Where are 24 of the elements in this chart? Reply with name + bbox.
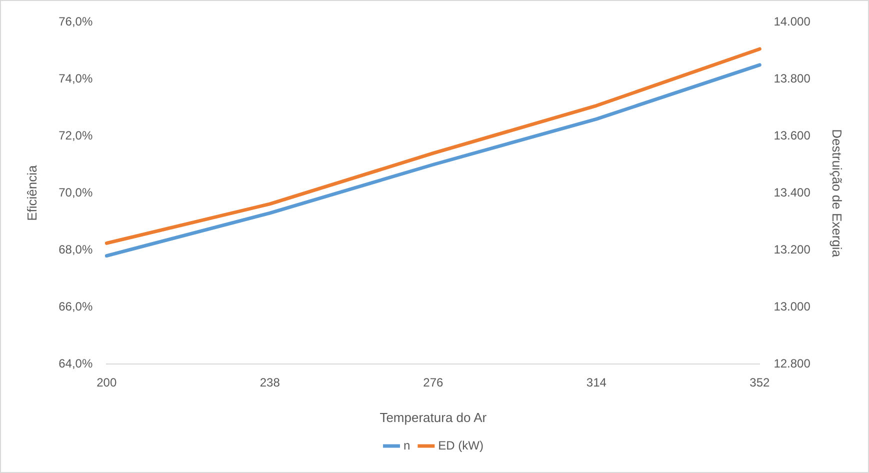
y2-tick-label: 13.000 — [774, 299, 811, 314]
x-axis-title: Temperatura do Ar — [380, 410, 488, 425]
y2-axis-title: Destruição de Exergia — [830, 129, 845, 258]
legend-label: ED (kW) — [438, 438, 484, 452]
y-tick-label: 66,0% — [58, 299, 93, 314]
y2-tick-label: 13.400 — [774, 185, 811, 200]
y-tick-label: 76,0% — [58, 14, 93, 29]
y2-tick-label: 13.200 — [774, 242, 811, 256]
y-tick-label: 74,0% — [58, 71, 93, 86]
legend-label: n — [404, 438, 410, 452]
y2-tick-label: 13.600 — [774, 128, 811, 142]
x-tick-label: 238 — [260, 376, 280, 390]
y-tick-label: 72,0% — [58, 128, 93, 142]
y2-tick-label: 14.000 — [774, 14, 811, 29]
y-tick-label: 68,0% — [58, 242, 93, 256]
y-tick-label: 70,0% — [58, 185, 93, 200]
x-tick-label: 314 — [586, 376, 607, 390]
y2-tick-label: 12.800 — [774, 356, 811, 370]
x-tick-label: 276 — [423, 376, 444, 390]
y2-tick-label: 13.800 — [774, 71, 811, 86]
y-axis-title: Eficiência — [24, 164, 40, 221]
x-tick-label: 200 — [96, 376, 117, 390]
y-tick-label: 64,0% — [58, 356, 93, 370]
x-tick-label: 352 — [750, 376, 770, 390]
